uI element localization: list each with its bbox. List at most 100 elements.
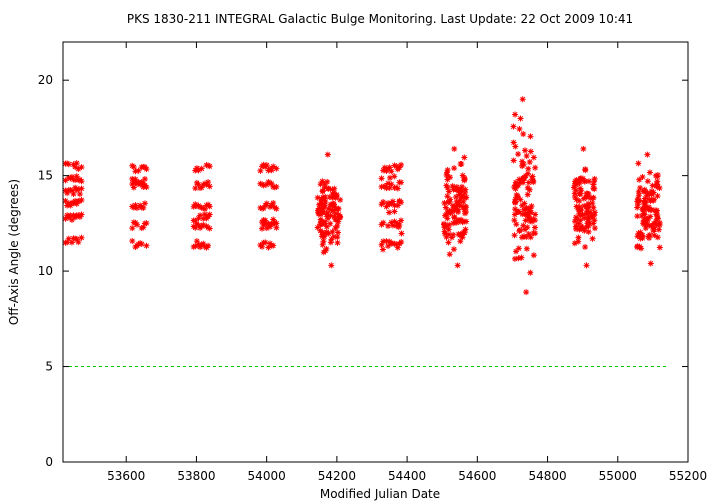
data-point bbox=[325, 205, 332, 212]
data-point bbox=[577, 225, 584, 232]
data-point bbox=[651, 220, 658, 227]
data-point bbox=[523, 234, 530, 241]
data-point bbox=[337, 196, 344, 203]
data-point bbox=[530, 179, 537, 186]
data-point bbox=[329, 228, 336, 235]
data-point bbox=[591, 185, 598, 192]
data-point bbox=[572, 223, 579, 230]
data-point bbox=[459, 172, 466, 179]
data-point bbox=[581, 178, 588, 185]
data-point bbox=[73, 173, 80, 180]
data-point bbox=[640, 188, 647, 195]
data-point bbox=[65, 161, 72, 168]
data-point bbox=[641, 201, 648, 208]
data-point bbox=[318, 211, 325, 218]
data-point bbox=[383, 203, 390, 210]
data-point bbox=[327, 239, 334, 246]
data-point bbox=[648, 223, 655, 230]
data-point bbox=[62, 177, 69, 184]
data-point bbox=[647, 197, 654, 204]
data-point bbox=[591, 178, 598, 185]
y-tick-label: 15 bbox=[38, 169, 53, 183]
data-point bbox=[654, 178, 661, 185]
data-point bbox=[335, 218, 342, 225]
data-point bbox=[444, 208, 451, 215]
data-point bbox=[462, 226, 469, 233]
data-point bbox=[654, 215, 661, 222]
data-point bbox=[634, 213, 641, 220]
data-point bbox=[78, 164, 85, 171]
data-point bbox=[380, 219, 387, 226]
data-point bbox=[64, 190, 71, 197]
data-point bbox=[398, 217, 405, 224]
data-point bbox=[532, 211, 539, 218]
data-point bbox=[314, 224, 321, 231]
data-point bbox=[270, 216, 277, 223]
data-point bbox=[522, 217, 529, 224]
data-point bbox=[143, 184, 150, 191]
data-point bbox=[446, 251, 453, 258]
data-point bbox=[648, 206, 655, 213]
data-point bbox=[206, 211, 213, 218]
data-point bbox=[441, 230, 448, 237]
data-point bbox=[448, 234, 455, 241]
data-point bbox=[512, 198, 519, 205]
data-point bbox=[314, 194, 321, 201]
data-point bbox=[450, 186, 457, 193]
data-point bbox=[449, 202, 456, 209]
data-point bbox=[323, 229, 330, 236]
data-point bbox=[450, 231, 457, 238]
data-point bbox=[132, 168, 139, 175]
data-point bbox=[525, 165, 532, 172]
x-axis-label: Modified Julian Date bbox=[320, 487, 440, 501]
data-point bbox=[513, 221, 520, 228]
data-point bbox=[454, 218, 461, 225]
data-point bbox=[523, 153, 530, 160]
data-point bbox=[590, 181, 597, 188]
data-point bbox=[141, 176, 148, 183]
data-point bbox=[458, 232, 465, 239]
data-point bbox=[316, 201, 323, 208]
data-point bbox=[270, 183, 277, 190]
data-point bbox=[205, 242, 212, 249]
data-point bbox=[203, 181, 210, 188]
data-point bbox=[634, 195, 641, 202]
data-point bbox=[458, 216, 465, 223]
data-point bbox=[329, 186, 336, 193]
data-point bbox=[453, 184, 460, 191]
data-point bbox=[273, 220, 280, 227]
data-point bbox=[72, 197, 79, 204]
data-point bbox=[586, 220, 593, 227]
data-point bbox=[197, 212, 204, 219]
data-point bbox=[198, 241, 205, 248]
data-point bbox=[331, 191, 338, 198]
y-tick-label: 5 bbox=[45, 360, 53, 374]
data-point bbox=[590, 204, 597, 211]
data-point bbox=[325, 215, 332, 222]
x-tick-label: 54200 bbox=[318, 469, 356, 483]
data-point bbox=[446, 231, 453, 238]
data-point bbox=[463, 204, 470, 211]
x-tick-label: 54400 bbox=[388, 469, 426, 483]
data-point bbox=[444, 193, 451, 200]
data-point bbox=[393, 163, 400, 170]
data-point bbox=[519, 158, 526, 165]
data-point bbox=[319, 188, 326, 195]
data-point bbox=[517, 196, 524, 203]
data-point bbox=[143, 220, 150, 227]
data-point bbox=[78, 185, 85, 192]
data-point bbox=[271, 184, 278, 191]
data-point bbox=[335, 211, 342, 218]
data-point bbox=[391, 162, 398, 169]
data-point bbox=[203, 202, 210, 209]
data-point bbox=[445, 239, 452, 246]
data-point bbox=[640, 210, 647, 217]
data-point bbox=[591, 225, 598, 232]
data-point bbox=[511, 232, 518, 239]
data-point bbox=[634, 244, 641, 251]
data-point bbox=[511, 217, 518, 224]
data-point bbox=[527, 234, 534, 241]
data-point bbox=[73, 236, 80, 243]
data-point bbox=[129, 225, 136, 232]
data-point bbox=[388, 219, 395, 226]
